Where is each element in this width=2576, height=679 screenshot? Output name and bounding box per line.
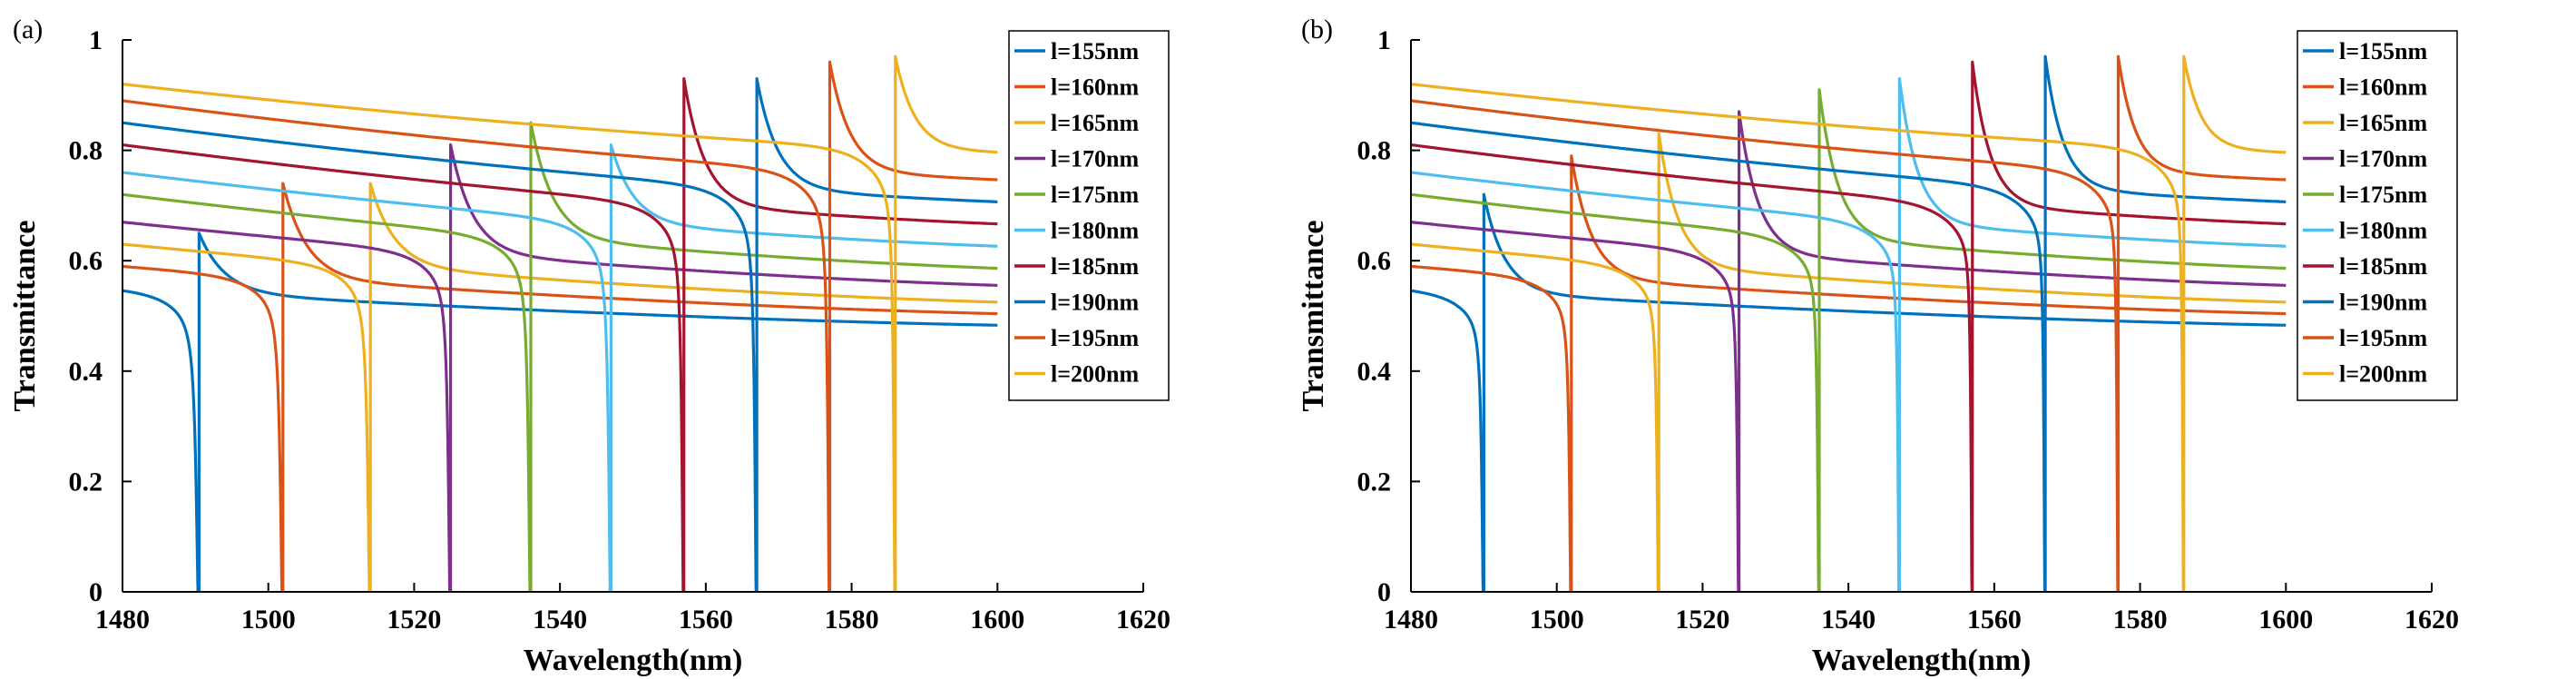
legend-label: l=185nm [2339,253,2427,280]
series-line-l-200nm [1411,54,2287,592]
x-tick-label: 1600 [970,605,1024,635]
series-line-l-155nm [122,231,998,592]
series-line-l-165nm [122,182,998,592]
y-tick-label: 1 [1377,25,1391,55]
chart-panel-a: (a) 1480 1500 1520 1540 1560 1580 1600 1620 0 0.2 0… [8,15,1170,677]
legend-label: l=190nm [1051,290,1139,316]
legend-label: l=200nm [1051,361,1139,388]
y-tick-label: 0.2 [69,467,103,497]
series-group [1411,54,2287,592]
y-tick-label: 0.8 [69,136,103,166]
series-group [122,54,998,592]
legend-label: l=195nm [1051,325,1139,351]
legend-label: l=165nm [2339,110,2427,136]
legend-label: l=170nm [1051,146,1139,172]
y-tick-label: 0 [89,577,103,607]
series-line-l-170nm [122,143,998,592]
series-line-l-185nm [122,76,998,592]
x-tick-label: 1500 [241,605,296,635]
legend-label: l=180nm [2339,218,2427,244]
y-tick-label: 0.4 [69,357,103,387]
series-line-l-190nm [1411,54,2287,592]
x-tick-label: 1620 [2405,605,2459,635]
y-tick-label: 0 [1377,577,1391,607]
legend-label: l=200nm [2339,361,2427,388]
series-line-l-160nm [122,182,998,592]
legend-label: l=160nm [2339,74,2427,101]
x-axis-title: Wavelength(nm) [1812,644,2032,677]
x-tick-label: 1500 [1530,605,1584,635]
series-line-l-180nm [1411,76,2287,592]
chart-panel-b: (b) 1480 1500 1520 1540 1560 1580 1600 1620 0 0.2 0… [1288,0,2576,679]
x-tick-label: 1480 [1384,605,1438,635]
y-tick-label: 1 [89,25,103,55]
x-tick-label: 1520 [1675,605,1729,635]
series-line-l-195nm [122,60,998,592]
x-tick-label: 1580 [825,605,879,635]
x-tick-label: 1540 [1821,605,1876,635]
x-tick-label: 1620 [1116,605,1170,635]
series-line-l-175nm [1411,88,2287,592]
series-line-l-160nm [1411,154,2287,592]
x-tick-label: 1560 [1967,605,2022,635]
chart-b-svg: (b) 1480 1500 1520 1540 1560 1580 1600 1620 0 0.2 0… [1297,15,2459,677]
series-line-l-195nm [1411,54,2287,592]
y-tick-label: 0.8 [1357,136,1392,166]
x-tick-label: 1480 [95,605,150,635]
y-axis-title: Transmittance [8,221,42,412]
series-line-l-200nm [122,54,998,592]
y-tick-label: 0.6 [69,246,103,276]
legend-label: l=185nm [1051,253,1139,280]
legend-label: l=165nm [1051,110,1139,136]
series-line-l-165nm [1411,132,2287,592]
series-line-l-155nm [1411,192,2287,592]
legend-label: l=195nm [2339,325,2427,351]
legend-label: l=155nm [1051,38,1139,64]
series-line-l-190nm [122,76,998,592]
x-tick-label: 1560 [679,605,733,635]
x-tick-label: 1600 [2258,605,2313,635]
series-line-l-180nm [122,143,998,592]
series-line-l-170nm [1411,110,2287,592]
x-tick-label: 1580 [2113,605,2168,635]
legend-label: l=175nm [1051,182,1139,208]
legend-label: l=160nm [1051,74,1139,101]
y-tick-label: 0.2 [1357,467,1392,497]
y-tick-label: 0.6 [1357,246,1392,276]
chart-a-svg: (a) 1480 1500 1520 1540 1560 1580 1600 1620 0 0.2 0… [8,15,1170,677]
legend-label: l=170nm [2339,146,2427,172]
legend-label: l=175nm [2339,182,2427,208]
legend-label: l=180nm [1051,218,1139,244]
series-line-l-185nm [1411,60,2287,592]
x-tick-label: 1520 [387,605,441,635]
x-tick-label: 1540 [533,605,587,635]
x-axis-title: Wavelength(nm) [524,644,743,677]
y-axis-title: Transmittance [1297,221,1330,412]
panel-label: (b) [1301,15,1333,44]
legend-label: l=190nm [2339,290,2427,316]
panel-label: (a) [13,15,43,44]
series-line-l-175nm [122,121,998,592]
legend-label: l=155nm [2339,38,2427,64]
y-tick-label: 0.4 [1357,357,1392,387]
